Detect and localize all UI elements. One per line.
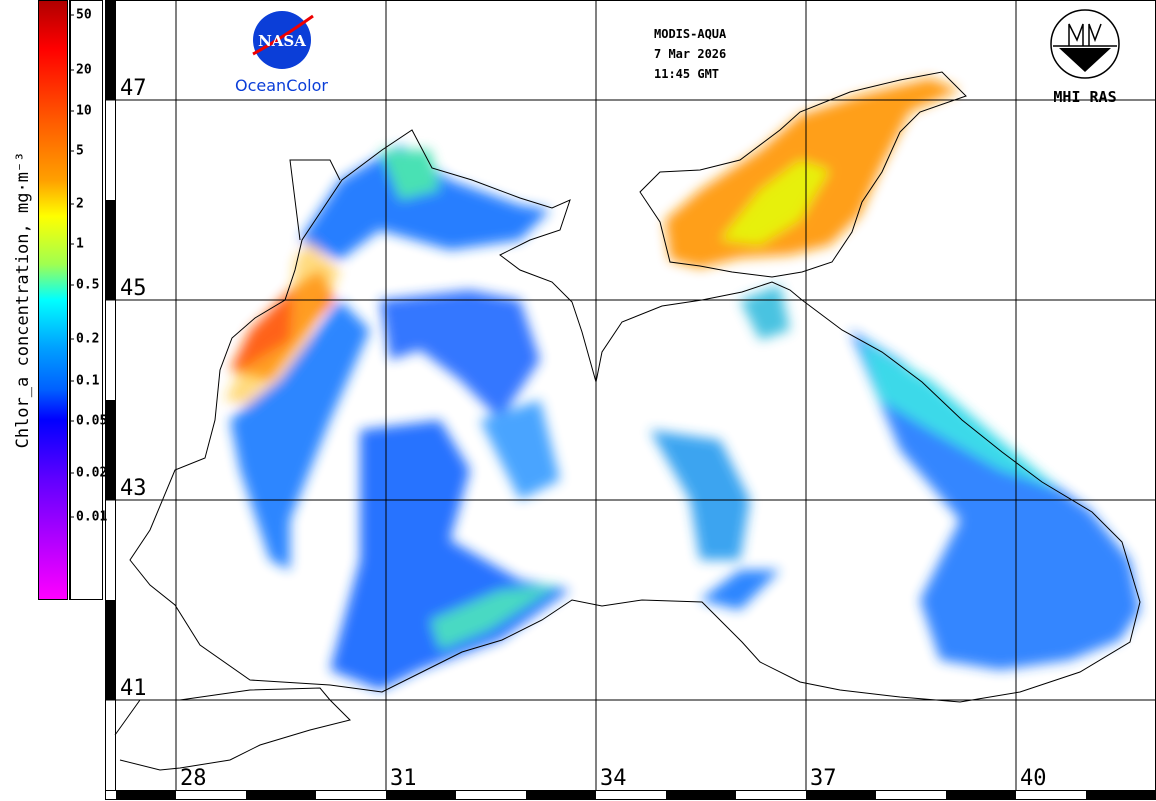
nasa-meatball-icon: NASA xyxy=(251,11,314,69)
lon-label: 40 xyxy=(1020,766,1047,791)
mhi-emblem-icon xyxy=(1050,9,1120,79)
patch-kerch xyxy=(740,285,790,340)
lat-label: 47 xyxy=(120,76,147,101)
image-info: MODIS-AQUA 7 Mar 2026 11:45 GMT xyxy=(654,24,726,84)
lon-scale-bar xyxy=(116,791,1156,800)
patch-nw-green xyxy=(380,150,440,200)
mhi-ras-logo: MHI RAS xyxy=(1048,8,1122,106)
lon-label: 34 xyxy=(600,766,627,791)
lat-label: 45 xyxy=(120,276,147,301)
colorbar-tick: 2 xyxy=(70,197,84,212)
colorbar-tick: 0.5 xyxy=(70,278,99,293)
colorbar-tick: 1 xyxy=(70,237,84,252)
colorbar-tick: 0.2 xyxy=(70,332,99,347)
coastline-black-sea xyxy=(129,129,1141,703)
patch-east-center xyxy=(650,430,750,560)
patch-center2 xyxy=(480,400,560,500)
lon-label: 31 xyxy=(390,766,417,791)
nasa-oceancolor-logo: NASA OceanColor xyxy=(234,10,329,95)
patch-center xyxy=(380,290,540,420)
patch-west-swath xyxy=(230,300,370,570)
coastline-west xyxy=(289,159,341,241)
image-date: 7 Mar 2026 xyxy=(654,47,727,61)
colorbar-tick: 10 xyxy=(70,104,92,119)
patch-east-center2 xyxy=(700,570,780,610)
lon-label: 37 xyxy=(810,766,837,791)
patch-sw-green xyxy=(430,585,560,650)
patch-azov-yellow xyxy=(720,160,830,245)
patch-caucasus-cyan xyxy=(860,340,1060,490)
colorbar-tick-frame xyxy=(69,0,103,600)
lat-scale-bar xyxy=(106,0,115,700)
lon-label: 28 xyxy=(180,766,207,791)
colorbar-tick: 20 xyxy=(70,63,92,78)
oceancolor-caption: OceanColor xyxy=(235,76,328,95)
lat-label: 43 xyxy=(120,476,147,501)
colorbar-tick: 0.01 xyxy=(70,510,107,525)
patch-nw-shelf xyxy=(300,145,550,260)
colorbar-tick: 50 xyxy=(70,8,92,23)
coastline-azov xyxy=(639,71,967,278)
graticule xyxy=(105,0,1156,790)
patch-central-west xyxy=(330,420,570,690)
chlorophyll-patches xyxy=(225,78,1140,690)
colorbar-tick: 0.05 xyxy=(70,414,107,429)
colorbar-gradient xyxy=(38,0,68,600)
colorbar-tick: 0.02 xyxy=(70,466,107,481)
colorbar-tick: 0.1 xyxy=(70,374,99,389)
sensor-name: MODIS-AQUA xyxy=(654,27,727,41)
svg-text:NASA: NASA xyxy=(258,32,306,50)
image-time: 11:45 GMT xyxy=(654,67,720,81)
lat-label: 41 xyxy=(120,676,147,701)
patch-danube-yellow xyxy=(225,240,340,410)
colorbar-tick: 5 xyxy=(70,144,84,159)
mhi-ras-caption: MHI RAS xyxy=(1053,88,1117,106)
